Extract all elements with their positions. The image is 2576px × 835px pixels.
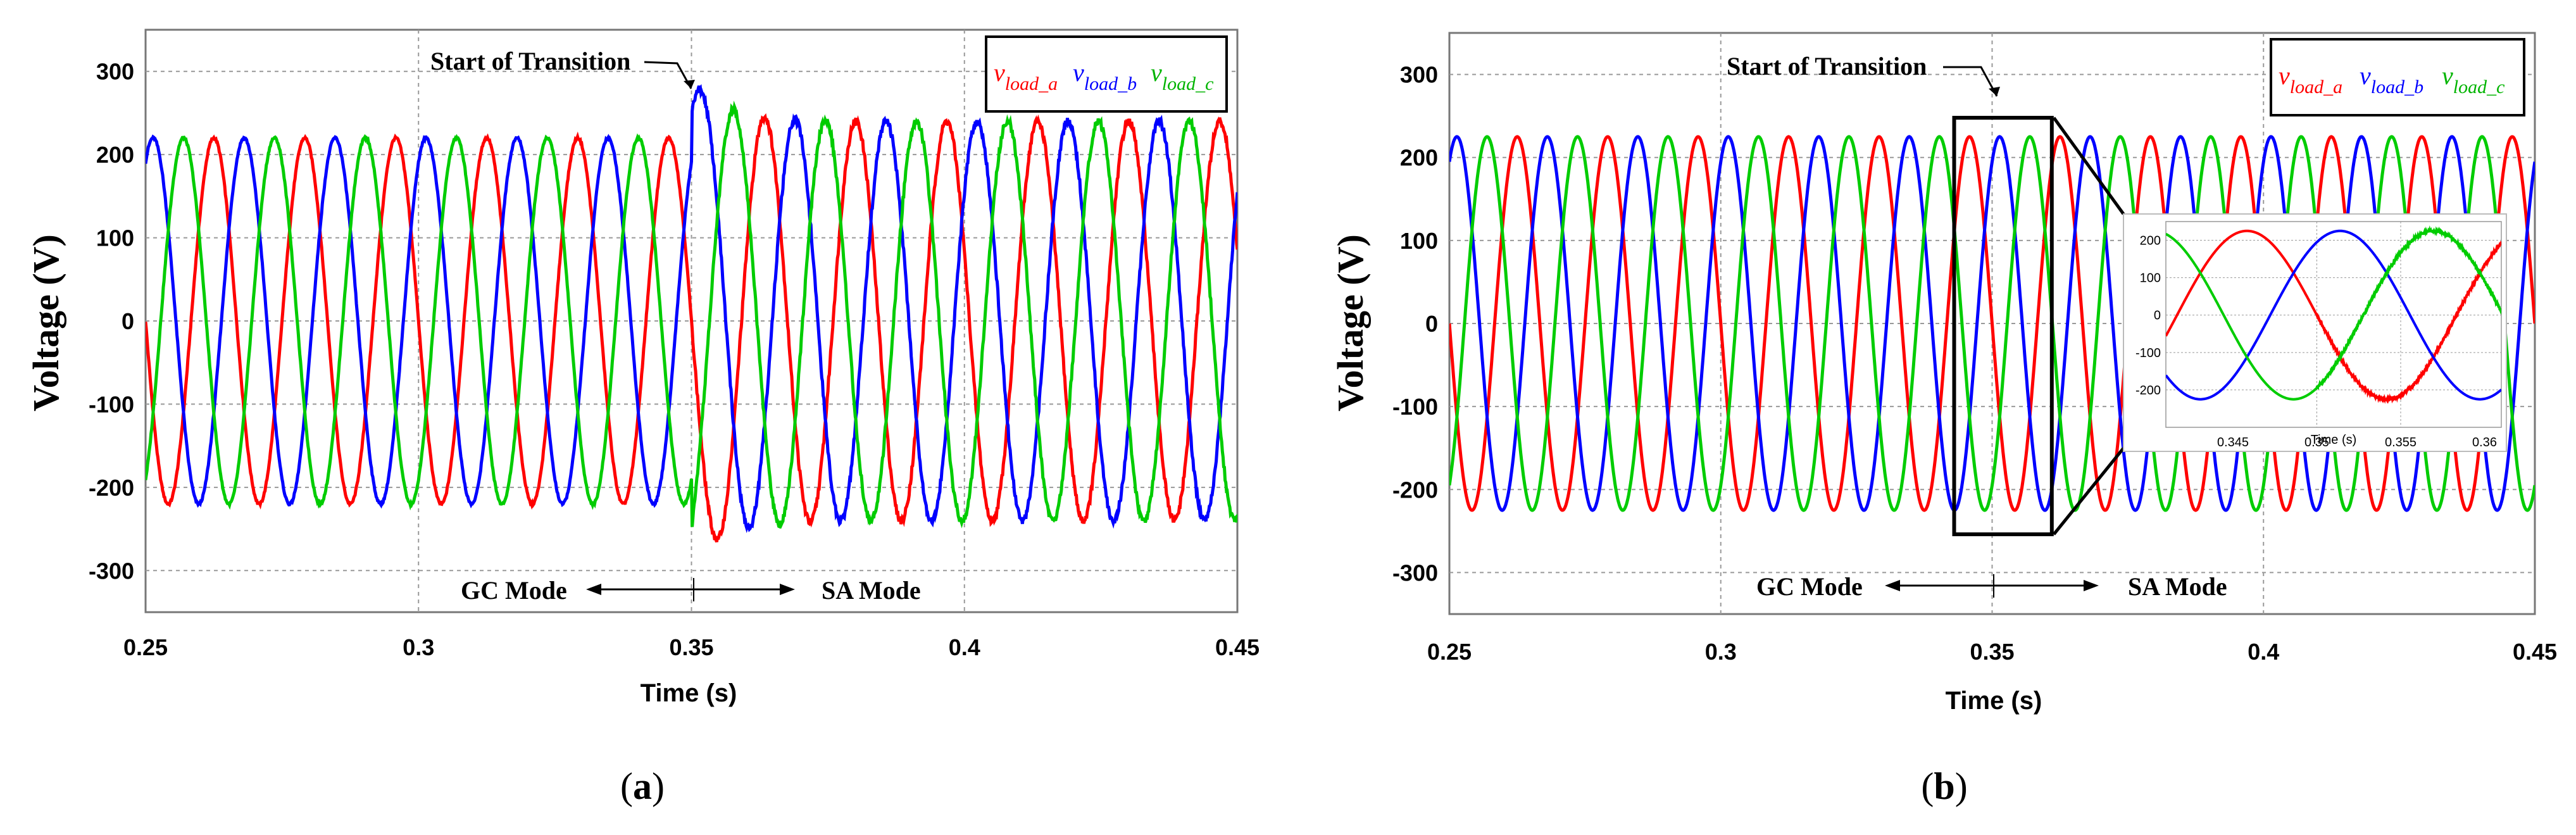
y-tick-label: 200 bbox=[96, 142, 134, 168]
y-ticks-b: 300 200 100 0 -100 -200 -300 bbox=[1392, 62, 1438, 586]
x-tick-label: 0.4 bbox=[949, 634, 980, 660]
x-tick-label: 0.35 bbox=[1970, 639, 2014, 665]
mode-arrowhead-right-b bbox=[2084, 580, 2099, 591]
x-tick-label: 0.345 bbox=[2217, 436, 2249, 449]
legend-a: vload_a vload_b vload_c bbox=[985, 35, 1228, 113]
y-tick-label: 200 bbox=[1400, 145, 1438, 171]
zoom-connector-bottom bbox=[2053, 447, 2125, 536]
y-tick-label: -100 bbox=[2135, 346, 2161, 360]
inset-plot-area bbox=[2165, 221, 2502, 428]
mode-arrowhead-left-b bbox=[1885, 580, 1900, 591]
zoom-inset: 200 100 0 -100 -200 0.345 0.35 0.355 0.36 Time … bbox=[2123, 213, 2507, 452]
y-tick-label: -200 bbox=[1392, 477, 1438, 503]
series-line-vload_a bbox=[146, 113, 1237, 543]
series-line-vload_c bbox=[146, 100, 1237, 529]
y-tick-label: 300 bbox=[1400, 62, 1438, 88]
transition-arrow-a bbox=[644, 61, 692, 89]
x-tick-label: 0.36 bbox=[2472, 436, 2497, 449]
series-line-vload_c bbox=[1449, 135, 2535, 512]
y-axis-label-b: Voltage (V) bbox=[1330, 234, 1371, 411]
transition-annotation-a: Start of Transition bbox=[430, 47, 630, 75]
x-tick-label: 0.355 bbox=[2385, 436, 2417, 449]
y-tick-label: 0 bbox=[1425, 311, 1438, 337]
inset-x-label: Time (s) bbox=[2311, 433, 2357, 447]
x-tick-label: 0.25 bbox=[1427, 639, 1472, 665]
series-line-vload_b bbox=[146, 84, 1237, 534]
gc-mode-label-b: GC Mode bbox=[1756, 572, 1863, 601]
y-tick-label: -100 bbox=[89, 391, 134, 417]
series-line-vload_a bbox=[2166, 229, 2501, 405]
x-tick-label: 0.25 bbox=[123, 634, 168, 660]
mode-arrowhead-left-a bbox=[586, 584, 601, 595]
y-tick-label: 100 bbox=[96, 225, 134, 251]
x-tick-label: 0.3 bbox=[403, 634, 434, 660]
transition-annotation-b: Start of Transition bbox=[1727, 52, 1927, 80]
legend-entry-a-1: vload_a bbox=[994, 58, 1058, 94]
sa-mode-label-b: SA Mode bbox=[2128, 572, 2227, 601]
x-tick-label: 0.35 bbox=[2304, 436, 2329, 449]
legend-entry-b-1: vload_a bbox=[2279, 61, 2342, 97]
series-line-vload_c bbox=[2166, 225, 2501, 401]
zoom-window bbox=[1952, 116, 2054, 536]
zoom-connector-top bbox=[2052, 116, 2125, 215]
x-tick-label: 0.45 bbox=[2513, 639, 2557, 665]
y-tick-label: 0 bbox=[2154, 309, 2161, 323]
mode-arrowhead-right-a bbox=[780, 584, 795, 595]
y-tick-label: 100 bbox=[1400, 228, 1438, 254]
inset-x-ticks: 0.345 0.35 0.355 0.36 bbox=[2217, 436, 2497, 449]
x-tick-label: 0.3 bbox=[1705, 639, 1737, 665]
legend-box-b bbox=[2270, 38, 2525, 116]
y-tick-label: 200 bbox=[2140, 234, 2161, 248]
panel-b: 300 200 100 0 -100 -200 -300 0.25 0.3 0.35 0.4 0.4… bbox=[1330, 32, 2557, 807]
x-tick-label: 0.45 bbox=[1215, 634, 1260, 660]
panel-a: 300 200 100 0 -100 -200 -300 0.25 0.3 0.35 0.4 0.4… bbox=[25, 28, 1260, 807]
y-tick-label: 300 bbox=[96, 59, 134, 85]
y-tick-label: -100 bbox=[1392, 394, 1438, 420]
legend-entry-b-2: vload_b bbox=[2360, 61, 2423, 97]
y-tick-label: 0 bbox=[122, 308, 134, 334]
legend-entry-a-3: vload_c bbox=[1151, 58, 1213, 94]
caption-a: (a) bbox=[620, 765, 665, 807]
x-axis-label-a: Time (s) bbox=[641, 679, 737, 707]
series-group-a bbox=[146, 84, 1237, 543]
transition-arrow-b bbox=[1943, 66, 1998, 97]
series-line-vload_b bbox=[2166, 229, 2501, 401]
x-tick-label: 0.4 bbox=[2248, 639, 2279, 665]
y-tick-label: 100 bbox=[2140, 272, 2161, 286]
caption-b: (b) bbox=[1921, 765, 1967, 807]
y-tick-label: -300 bbox=[89, 558, 134, 584]
gc-mode-label-a: GC Mode bbox=[461, 576, 567, 605]
inset-y-ticks: 200 100 0 -100 -200 bbox=[2135, 234, 2161, 398]
transition-arrowhead-a bbox=[684, 80, 695, 89]
series-line-vload_b bbox=[1449, 135, 2535, 512]
inset-series-group bbox=[2166, 225, 2501, 405]
x-tick-label: 0.35 bbox=[669, 634, 713, 660]
sa-mode-label-a: SA Mode bbox=[822, 576, 921, 605]
y-ticks-a: 300 200 100 0 -100 -200 -300 bbox=[89, 59, 134, 584]
legend-entry-a-2: vload_b bbox=[1073, 58, 1137, 94]
transition-arrowhead-b bbox=[1989, 87, 2000, 96]
x-axis-label-b: Time (s) bbox=[1946, 687, 2042, 715]
legend-entry-b-3: vload_c bbox=[2442, 61, 2504, 97]
y-tick-label: -200 bbox=[89, 475, 134, 501]
x-ticks-a: 0.25 0.3 0.35 0.4 0.45 bbox=[123, 634, 1260, 660]
y-tick-label: -200 bbox=[2135, 384, 2161, 398]
legend-box-a bbox=[985, 35, 1228, 113]
y-tick-label: -300 bbox=[1392, 560, 1438, 586]
y-axis-label-a: Voltage (V) bbox=[25, 234, 66, 411]
x-ticks-b: 0.25 0.3 0.35 0.4 0.45 bbox=[1427, 639, 2557, 665]
legend-b: vload_a vload_b vload_c bbox=[2270, 38, 2525, 116]
